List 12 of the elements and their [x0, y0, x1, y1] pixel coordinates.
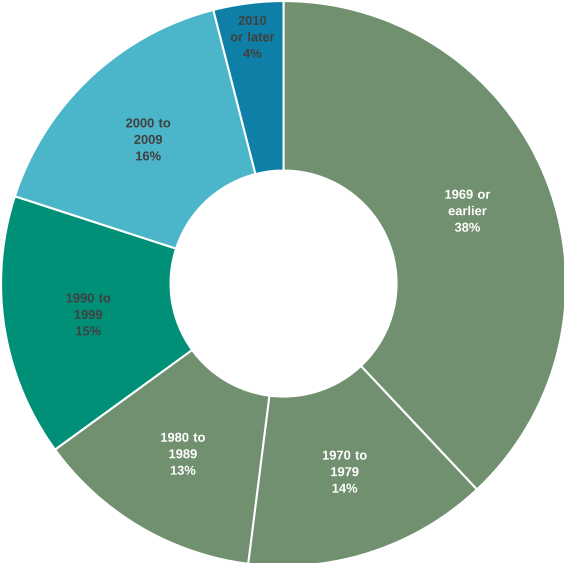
slice-label: 2000 to 2009: [126, 118, 170, 144]
data-label: 15%: [76, 326, 101, 336]
data-label: 14%: [332, 484, 358, 493]
slice-label: 2010 or later: [230, 16, 274, 42]
slice-label: 1969 or earlier: [445, 190, 490, 216]
data-label: 38%: [454, 222, 480, 232]
data-label: 4%: [243, 48, 262, 58]
data-label: 13%: [170, 466, 196, 475]
slice-label: 1970 to 1979: [322, 450, 367, 476]
data-label: 16%: [136, 151, 161, 160]
slice-label: 1980 to 1989: [161, 432, 205, 458]
slice-label: 1990 to 1999: [66, 293, 110, 320]
